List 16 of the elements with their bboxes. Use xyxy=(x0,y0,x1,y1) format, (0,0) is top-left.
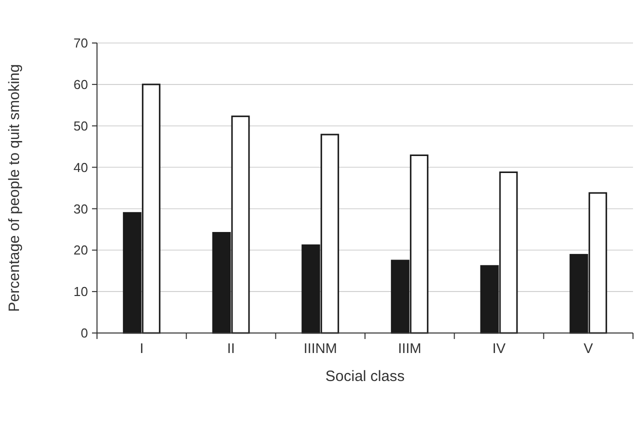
y-tick-label: 30 xyxy=(74,201,88,216)
y-tick-label: 0 xyxy=(80,326,88,341)
y-tick-label: 10 xyxy=(74,284,88,300)
y-tick-label: 60 xyxy=(74,76,88,92)
x-tick-label: V xyxy=(584,340,594,356)
x-tick-label: IIIM xyxy=(398,340,422,356)
y-axis-title: Percentage of people to quit smoking xyxy=(6,64,23,312)
x-tick-label: IIINM xyxy=(304,340,338,356)
x-tick-label: II xyxy=(227,340,235,356)
y-tick-label: 70 xyxy=(74,36,88,51)
y-tick-label: 40 xyxy=(74,160,88,175)
y-tick-label: 20 xyxy=(74,242,88,258)
y-tick-label: 50 xyxy=(74,118,88,134)
x-axis-title: Social class xyxy=(325,368,405,385)
x-tick-label: I xyxy=(140,340,144,356)
x-tick-label: IV xyxy=(492,340,506,356)
